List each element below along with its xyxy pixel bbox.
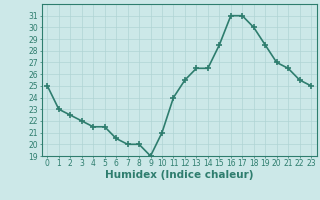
X-axis label: Humidex (Indice chaleur): Humidex (Indice chaleur) [105,170,253,180]
